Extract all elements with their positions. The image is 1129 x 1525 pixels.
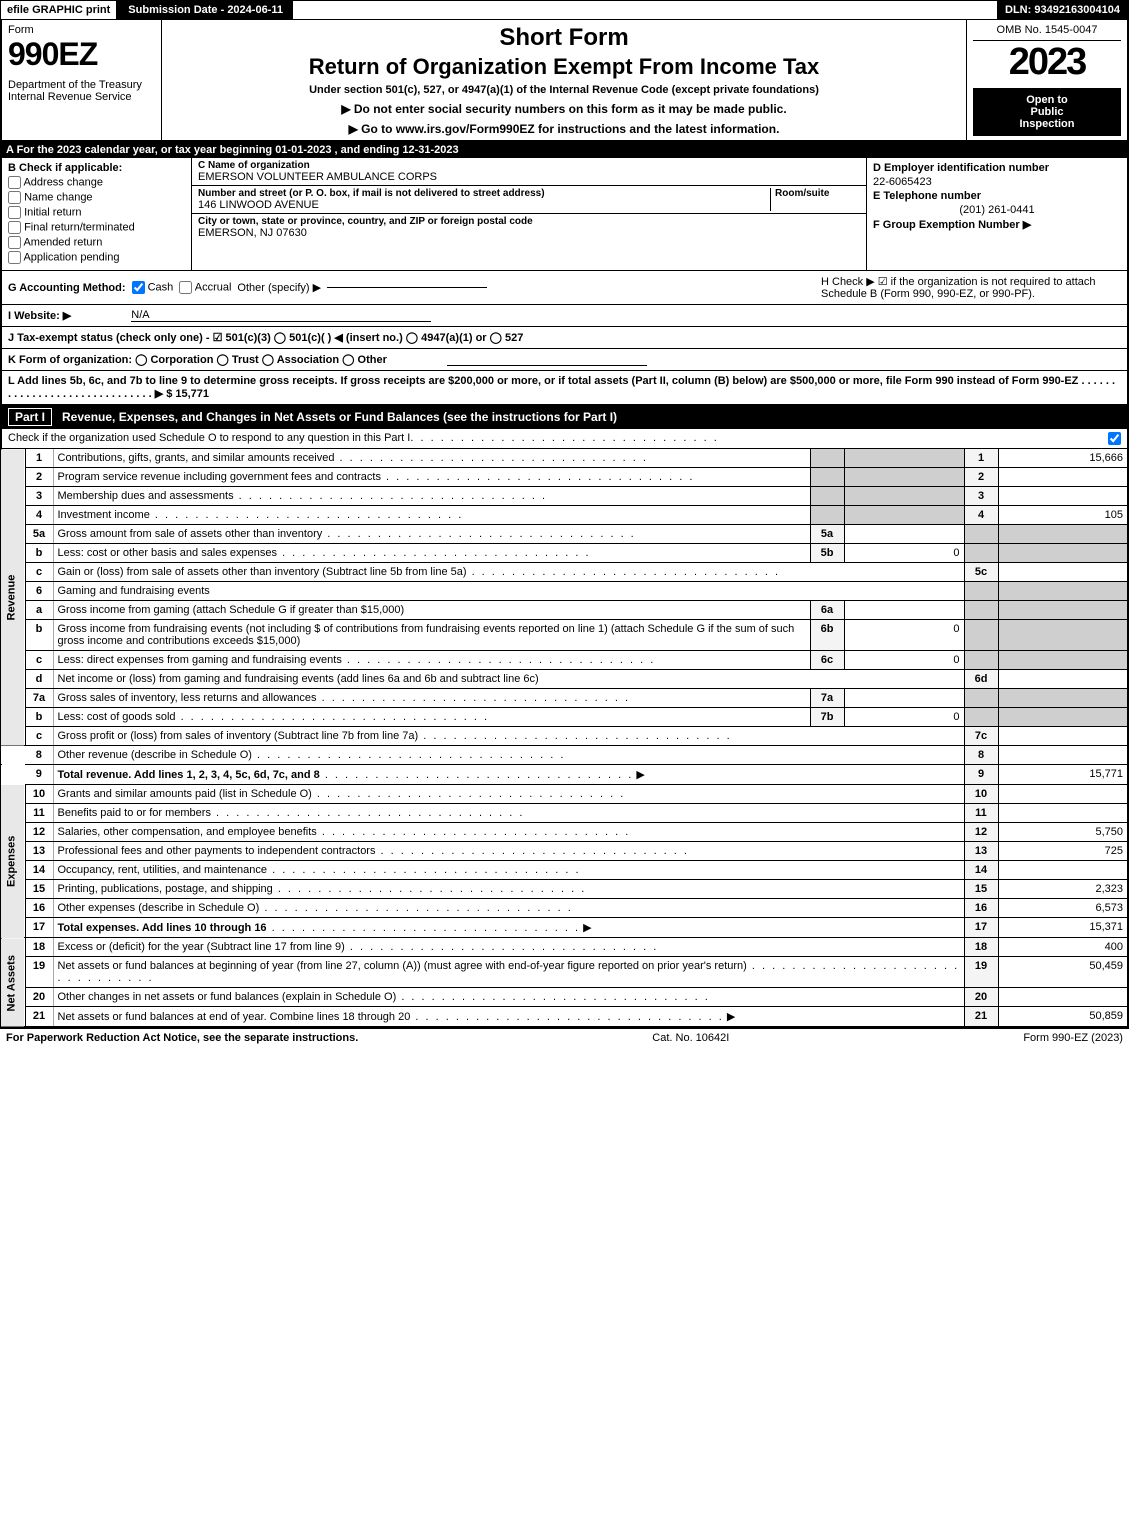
- chk-address-change[interactable]: Address change: [8, 176, 185, 189]
- line-h: H Check ▶ ☑ if the organization is not r…: [821, 275, 1121, 300]
- box-c: C Name of organization EMERSON VOLUNTEER…: [192, 158, 867, 270]
- title-return: Return of Organization Exempt From Incom…: [170, 54, 958, 80]
- c-city-caption: City or town, state or province, country…: [198, 216, 860, 227]
- form-label: Form: [8, 24, 155, 36]
- vtab-revenue: Revenue: [1, 449, 25, 746]
- department: Department of the Treasury Internal Reve…: [8, 79, 155, 103]
- d-label: D Employer identification number: [873, 162, 1121, 174]
- c-name-caption: C Name of organization: [198, 160, 860, 171]
- g-accrual[interactable]: Accrual: [179, 281, 231, 294]
- open-to-public: Open to Public Inspection: [973, 88, 1121, 136]
- line-l: L Add lines 5b, 6c, and 7b to line 9 to …: [0, 371, 1129, 405]
- chk-application-pending[interactable]: Application pending: [8, 251, 185, 264]
- form-header: Form 990EZ Department of the Treasury In…: [0, 20, 1129, 142]
- footer-catno: Cat. No. 10642I: [652, 1032, 729, 1044]
- dln: DLN: 93492163004104: [997, 1, 1128, 19]
- box-b-title: B Check if applicable:: [8, 162, 185, 174]
- footer-left: For Paperwork Reduction Act Notice, see …: [6, 1032, 358, 1044]
- phone: (201) 261-0441: [873, 204, 1121, 216]
- g-other: Other (specify) ▶: [237, 281, 321, 294]
- website: N/A: [131, 309, 431, 322]
- line-a: A For the 2023 calendar year, or tax yea…: [0, 142, 1129, 158]
- i-label: I Website: ▶: [8, 309, 71, 322]
- chk-initial-return[interactable]: Initial return: [8, 206, 185, 219]
- lines-table: Revenue 1Contributions, gifts, grants, a…: [0, 449, 1129, 1028]
- box-def: D Employer identification number 22-6065…: [867, 158, 1127, 270]
- footer-formref: Form 990-EZ (2023): [1023, 1032, 1123, 1044]
- city: EMERSON, NJ 07630: [198, 227, 860, 239]
- g-cash[interactable]: Cash: [132, 281, 174, 294]
- goto-link[interactable]: ▶ Go to www.irs.gov/Form990EZ for instru…: [170, 122, 958, 136]
- block-bcdef: B Check if applicable: Address change Na…: [0, 158, 1129, 271]
- top-bar: efile GRAPHIC print Submission Date - 20…: [0, 0, 1129, 20]
- chk-final-return[interactable]: Final return/terminated: [8, 221, 185, 234]
- vtab-expenses: Expenses: [1, 785, 25, 938]
- street: 146 LINWOOD AVENUE: [198, 199, 770, 211]
- row-i: I Website: ▶ N/A: [0, 305, 1129, 327]
- ssn-note: ▶ Do not enter social security numbers o…: [170, 102, 958, 116]
- org-name: EMERSON VOLUNTEER AMBULANCE CORPS: [198, 171, 860, 183]
- room-caption: Room/suite: [775, 188, 860, 199]
- net-assets-eoy: 50,859: [998, 1007, 1128, 1028]
- efile-print[interactable]: efile GRAPHIC print: [1, 1, 118, 19]
- c-street-caption: Number and street (or P. O. box, if mail…: [198, 188, 770, 199]
- f-label: F Group Exemption Number ▶: [873, 218, 1121, 231]
- chk-amended-return[interactable]: Amended return: [8, 236, 185, 249]
- line-k: K Form of organization: ◯ Corporation ◯ …: [0, 349, 1129, 371]
- amt-1: 15,666: [998, 449, 1128, 468]
- ein: 22-6065423: [873, 176, 1121, 188]
- total-expenses: 15,371: [998, 918, 1128, 938]
- amt-4: 105: [998, 506, 1128, 525]
- line-j: J Tax-exempt status (check only one) - ☑…: [0, 327, 1129, 349]
- part1-checkbox[interactable]: [1108, 432, 1121, 445]
- tax-year: 2023: [973, 41, 1121, 84]
- e-label: E Telephone number: [873, 190, 1121, 202]
- chk-name-change[interactable]: Name change: [8, 191, 185, 204]
- under-section: Under section 501(c), 527, or 4947(a)(1)…: [170, 84, 958, 96]
- title-shortform: Short Form: [170, 24, 958, 52]
- vtab-netassets: Net Assets: [1, 938, 25, 1028]
- part1-header: Part I Revenue, Expenses, and Changes in…: [0, 405, 1129, 429]
- total-revenue: 15,771: [998, 765, 1128, 785]
- part1-check: Check if the organization used Schedule …: [0, 429, 1129, 449]
- submission-date: Submission Date - 2024-06-11: [118, 1, 293, 19]
- footer: For Paperwork Reduction Act Notice, see …: [0, 1028, 1129, 1047]
- row-gh: G Accounting Method: Cash Accrual Other …: [0, 271, 1129, 305]
- part1-label: Part I: [8, 408, 52, 426]
- box-b: B Check if applicable: Address change Na…: [2, 158, 192, 270]
- form-number: 990EZ: [8, 36, 155, 73]
- omb-number: OMB No. 1545-0047: [973, 24, 1121, 41]
- g-label: G Accounting Method:: [8, 282, 126, 294]
- part1-title: Revenue, Expenses, and Changes in Net As…: [62, 410, 617, 424]
